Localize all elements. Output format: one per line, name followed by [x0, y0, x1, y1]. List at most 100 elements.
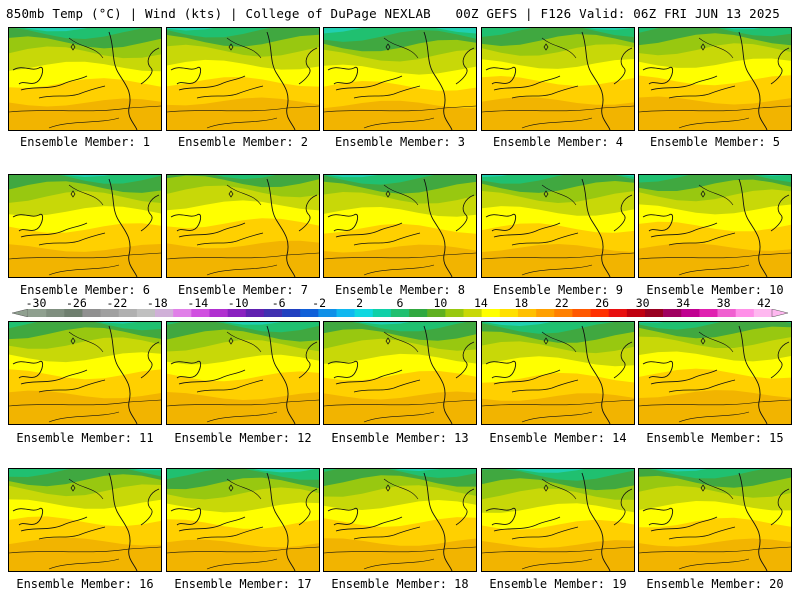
colorbar-tick-label: -14	[187, 296, 209, 310]
colorbar-swatch	[717, 309, 737, 317]
colorbar-swatch	[590, 309, 609, 317]
station-marker-icon	[543, 43, 549, 51]
ensemble-member-label: Ensemble Member: 9	[492, 283, 624, 297]
ensemble-member-map	[323, 321, 477, 425]
colorbar-swatch	[463, 309, 482, 317]
temperature-colorbar	[12, 309, 788, 317]
temperature-field	[324, 175, 476, 277]
ensemble-member-map	[166, 468, 320, 572]
colorbar-swatch	[409, 309, 428, 317]
colorbar-tick-label: 6	[396, 296, 404, 310]
ensemble-member-map	[166, 27, 320, 131]
station-marker-icon	[228, 43, 234, 51]
temperature-field	[167, 322, 319, 424]
ensemble-member-label: Ensemble Member: 16	[16, 577, 154, 591]
ensemble-member-map	[166, 321, 320, 425]
product-title: 850mb Temp (°C) | Wind (kts) | College o…	[6, 6, 431, 21]
station-marker-icon	[385, 484, 391, 492]
colorbar-swatch	[445, 309, 464, 317]
colorbar-swatch	[354, 309, 374, 317]
colorbar-swatch	[427, 309, 446, 317]
colorbar-swatch	[536, 309, 555, 317]
station-marker-icon	[385, 190, 391, 198]
temperature-field	[9, 322, 161, 424]
station-marker-icon	[543, 484, 549, 492]
colorbar-swatch	[699, 309, 718, 317]
colorbar-swatch	[554, 309, 573, 317]
colorbar-right-arrow	[771, 309, 788, 317]
ensemble-member-label: Ensemble Member: 6	[19, 283, 151, 297]
colorbar-swatch	[336, 309, 355, 317]
colorbar-swatch	[318, 309, 337, 317]
colorbar-swatch	[372, 309, 392, 317]
ensemble-member-label: Ensemble Member: 18	[331, 577, 469, 591]
colorbar-tick-label: 38	[716, 296, 731, 310]
colorbar-swatch	[28, 309, 47, 317]
ensemble-member-map	[638, 468, 792, 572]
temperature-field	[482, 175, 634, 277]
station-marker-icon	[228, 484, 234, 492]
station-marker-icon	[70, 484, 76, 492]
station-marker-icon	[700, 190, 706, 198]
colorbar-tick-label: -10	[227, 296, 249, 310]
colorbar-tick-label: 26	[595, 296, 610, 310]
station-marker-icon	[543, 190, 549, 198]
temperature-field	[639, 469, 791, 571]
temperature-field	[482, 322, 634, 424]
colorbar-tick-label: 2	[356, 296, 364, 310]
temperature-field	[9, 175, 161, 277]
colorbar-swatch	[663, 309, 682, 317]
colorbar-tick-label: 42	[757, 296, 771, 310]
ensemble-member-label: Ensemble Member: 2	[177, 135, 309, 149]
temperature-field	[639, 28, 791, 130]
colorbar-tick-label: -26	[66, 296, 87, 310]
ensemble-member-map	[323, 27, 477, 131]
colorbar-tick-label: 30	[635, 296, 650, 310]
station-marker-icon	[70, 190, 76, 198]
ensemble-member-label: Ensemble Member: 4	[492, 135, 624, 149]
ensemble-member-label: Ensemble Member: 12	[174, 431, 312, 445]
colorbar-tick-label: 18	[514, 296, 529, 310]
ensemble-member-map	[166, 174, 320, 278]
colorbar-swatch	[100, 309, 120, 317]
ensemble-member-map	[638, 321, 792, 425]
colorbar-swatch	[64, 309, 83, 317]
temperature-field	[167, 469, 319, 571]
temperature-field	[639, 322, 791, 424]
colorbar-tick-label: -6	[271, 296, 286, 310]
ensemble-member-map	[323, 174, 477, 278]
colorbar-tick-label: -18	[146, 296, 168, 310]
station-marker-icon	[228, 337, 234, 345]
colorbar-swatch	[481, 309, 501, 317]
ensemble-member-label: Ensemble Member: 17	[174, 577, 312, 591]
colorbar-swatch	[173, 309, 192, 317]
ensemble-member-label: Ensemble Member: 10	[646, 283, 784, 297]
colorbar-swatch	[191, 309, 210, 317]
ensemble-member-map	[481, 321, 635, 425]
ensemble-member-map	[8, 321, 162, 425]
colorbar-swatch	[390, 309, 410, 317]
station-marker-icon	[70, 337, 76, 345]
ensemble-member-label: Ensemble Member: 15	[646, 431, 784, 445]
station-marker-icon	[385, 337, 391, 345]
colorbar-swatch	[118, 309, 138, 317]
station-marker-icon	[70, 43, 76, 51]
ensemble-member-label: Ensemble Member: 1	[19, 135, 151, 149]
station-marker-icon	[700, 43, 706, 51]
colorbar-tick-label: -22	[106, 296, 128, 310]
colorbar-tick-label: 34	[676, 296, 691, 310]
colorbar-swatch	[282, 309, 301, 317]
ensemble-member-map	[8, 174, 162, 278]
ensemble-member-label: Ensemble Member: 14	[489, 431, 627, 445]
ensemble-member-label: Ensemble Member: 11	[16, 431, 154, 445]
colorbar-swatch	[644, 309, 664, 317]
ensemble-member-map	[481, 468, 635, 572]
station-marker-icon	[700, 337, 706, 345]
colorbar-swatch	[155, 309, 174, 317]
colorbar-swatch	[209, 309, 228, 317]
colorbar-swatch	[681, 309, 700, 317]
ensemble-member-map	[638, 174, 792, 278]
ensemble-member-map	[323, 468, 477, 572]
colorbar-swatch	[608, 309, 628, 317]
